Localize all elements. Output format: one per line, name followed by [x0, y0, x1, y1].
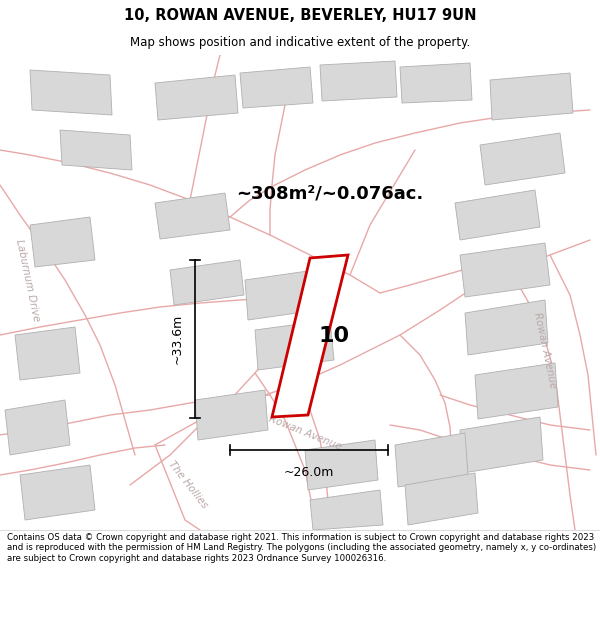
- Text: ~33.6m: ~33.6m: [170, 314, 184, 364]
- Polygon shape: [320, 61, 397, 101]
- Text: 10: 10: [319, 326, 350, 346]
- Polygon shape: [255, 320, 334, 370]
- Text: 10, ROWAN AVENUE, BEVERLEY, HU17 9UN: 10, ROWAN AVENUE, BEVERLEY, HU17 9UN: [124, 8, 476, 23]
- Polygon shape: [455, 190, 540, 240]
- Text: Rowan Avenue: Rowan Avenue: [532, 311, 558, 389]
- Text: ~308m²/~0.076ac.: ~308m²/~0.076ac.: [236, 184, 424, 202]
- Polygon shape: [30, 217, 95, 267]
- Polygon shape: [5, 400, 70, 455]
- Text: Map shows position and indicative extent of the property.: Map shows position and indicative extent…: [130, 36, 470, 49]
- Polygon shape: [490, 73, 573, 120]
- Text: The Hollies: The Hollies: [166, 459, 209, 511]
- Polygon shape: [400, 63, 472, 103]
- Polygon shape: [460, 243, 550, 297]
- Polygon shape: [155, 75, 238, 120]
- Polygon shape: [30, 70, 112, 115]
- Polygon shape: [405, 473, 478, 525]
- Polygon shape: [245, 270, 318, 320]
- Polygon shape: [240, 67, 313, 108]
- Polygon shape: [155, 193, 230, 239]
- Polygon shape: [480, 133, 565, 185]
- Polygon shape: [170, 260, 244, 305]
- Polygon shape: [195, 390, 268, 440]
- Text: Contains OS data © Crown copyright and database right 2021. This information is : Contains OS data © Crown copyright and d…: [7, 533, 596, 562]
- Polygon shape: [460, 417, 543, 473]
- Text: Rowan Avenue: Rowan Avenue: [267, 414, 343, 452]
- Text: Laburnum Drive: Laburnum Drive: [14, 238, 41, 322]
- Polygon shape: [305, 440, 378, 490]
- Polygon shape: [272, 255, 348, 417]
- Text: ~26.0m: ~26.0m: [284, 466, 334, 479]
- Polygon shape: [310, 490, 383, 530]
- Polygon shape: [475, 363, 558, 419]
- Polygon shape: [15, 327, 80, 380]
- Polygon shape: [60, 130, 132, 170]
- Polygon shape: [395, 433, 468, 487]
- Polygon shape: [20, 465, 95, 520]
- Polygon shape: [465, 300, 548, 355]
